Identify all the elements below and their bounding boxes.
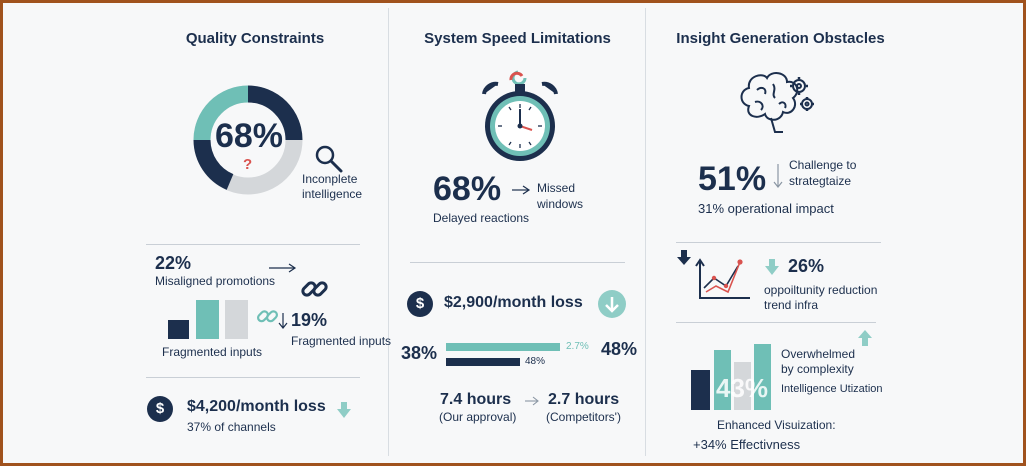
speed-title: System Speed Limitations xyxy=(424,30,611,47)
hours-right-sub: (Competitors') xyxy=(546,410,621,424)
section-divider xyxy=(146,244,360,245)
overwhelmed-label-1: Overwhelmed xyxy=(781,347,856,361)
opportunity-label-1: oppoiltunity reduction xyxy=(764,283,878,297)
bar-left-value: 38% xyxy=(401,343,438,363)
missed-label-2: windows xyxy=(537,197,584,211)
donut-segment-navy-lower xyxy=(193,139,234,190)
misaligned-value: 22% xyxy=(155,253,192,273)
bar-teal xyxy=(196,300,219,339)
utilization-label: Intelligence Utization xyxy=(781,383,883,395)
bar-top-label: 2.7% xyxy=(566,341,589,352)
dollar-icon: $ xyxy=(147,396,173,422)
quality-donut-value: 68% xyxy=(214,117,284,155)
missed-label-1: Missed xyxy=(537,181,576,195)
column-divider xyxy=(388,8,389,456)
insight-bar-teal xyxy=(714,350,731,410)
down-circle-icon xyxy=(598,290,626,318)
operational-impact: 31% operational impact xyxy=(698,201,834,216)
quality-donut-chart xyxy=(193,85,303,195)
magnifier-icon xyxy=(315,145,343,173)
misaligned-label: Misaligned promotions xyxy=(155,274,276,288)
comparison-bar-navy xyxy=(446,358,520,366)
insight-title: Insight Generation Obstacles xyxy=(676,30,885,47)
hours-right: 2.7 hours xyxy=(548,391,620,408)
challenge-label-1: Challenge to xyxy=(789,158,857,172)
arrow-down-icon xyxy=(773,164,783,188)
donut-segment-navy xyxy=(247,85,303,141)
arrow-down-icon xyxy=(605,297,619,313)
insight-bar-navy xyxy=(691,370,710,410)
fragmented-label-right: Fragmented inputs xyxy=(291,334,392,348)
fragmented-label-left: Fragmented inputs xyxy=(162,345,263,359)
arrow-right-icon xyxy=(525,396,539,406)
dollar-icon: $ xyxy=(407,291,433,317)
chain-link-icon xyxy=(301,281,328,297)
enhanced-value: +34% Effectivness xyxy=(693,437,801,452)
section-divider xyxy=(146,377,360,378)
opportunity-value: 26% xyxy=(788,256,825,276)
incomplete-label-1: Inconplete xyxy=(302,172,358,186)
bar-gray xyxy=(225,300,248,339)
incomplete-label-2: intelligence xyxy=(302,187,363,201)
enhanced-label: Enhanced Visuization: xyxy=(717,418,836,432)
insight-bar-teal-tall xyxy=(754,344,771,410)
down-arrow-icon xyxy=(337,402,351,418)
bar-navy xyxy=(168,320,189,339)
question-mark: ? xyxy=(243,156,253,173)
hours-left: 7.4 hours xyxy=(440,391,512,408)
quality-loss-sub: 37% of channels xyxy=(187,420,276,434)
challenge-label-2: strategtaize xyxy=(789,174,852,188)
bar-bottom-label: 48% xyxy=(525,356,546,367)
challenge-value: 51% xyxy=(698,160,767,198)
comparison-bar-teal xyxy=(446,343,560,351)
section-divider xyxy=(410,262,625,263)
stopwatch-icon xyxy=(482,70,558,161)
hours-left-sub: (Our approval) xyxy=(439,410,517,424)
section-divider xyxy=(676,242,881,243)
opportunity-label-2: trend infra xyxy=(764,298,819,312)
donut-segment-teal xyxy=(193,85,249,141)
speed-loss-value: $2,900/month loss xyxy=(444,294,583,311)
section-divider xyxy=(676,322,876,323)
delayed-label: Delayed reactions xyxy=(433,211,530,225)
insight-bar-gray xyxy=(734,362,751,410)
bar-overlay-value: 43% xyxy=(716,373,769,403)
trend-chart-icon xyxy=(677,250,750,299)
arrow-right-icon xyxy=(512,185,531,195)
bar-right-value: 48% xyxy=(601,339,638,359)
arrow-down-icon xyxy=(278,313,288,329)
column-divider xyxy=(645,8,646,456)
arrow-right-icon xyxy=(269,263,297,273)
up-arrow-icon xyxy=(858,330,872,346)
quality-title: Quality Constraints xyxy=(185,30,325,47)
overwhelmed-label-2: by complexity xyxy=(781,362,854,376)
fragmented-value: 19% xyxy=(291,310,328,330)
broken-link-icon xyxy=(256,310,279,323)
quality-loss-value: $4,200/month loss xyxy=(187,398,326,415)
brain-gears-icon xyxy=(740,72,814,133)
delayed-value: 68% xyxy=(433,170,502,208)
down-arrow-icon xyxy=(765,259,779,275)
